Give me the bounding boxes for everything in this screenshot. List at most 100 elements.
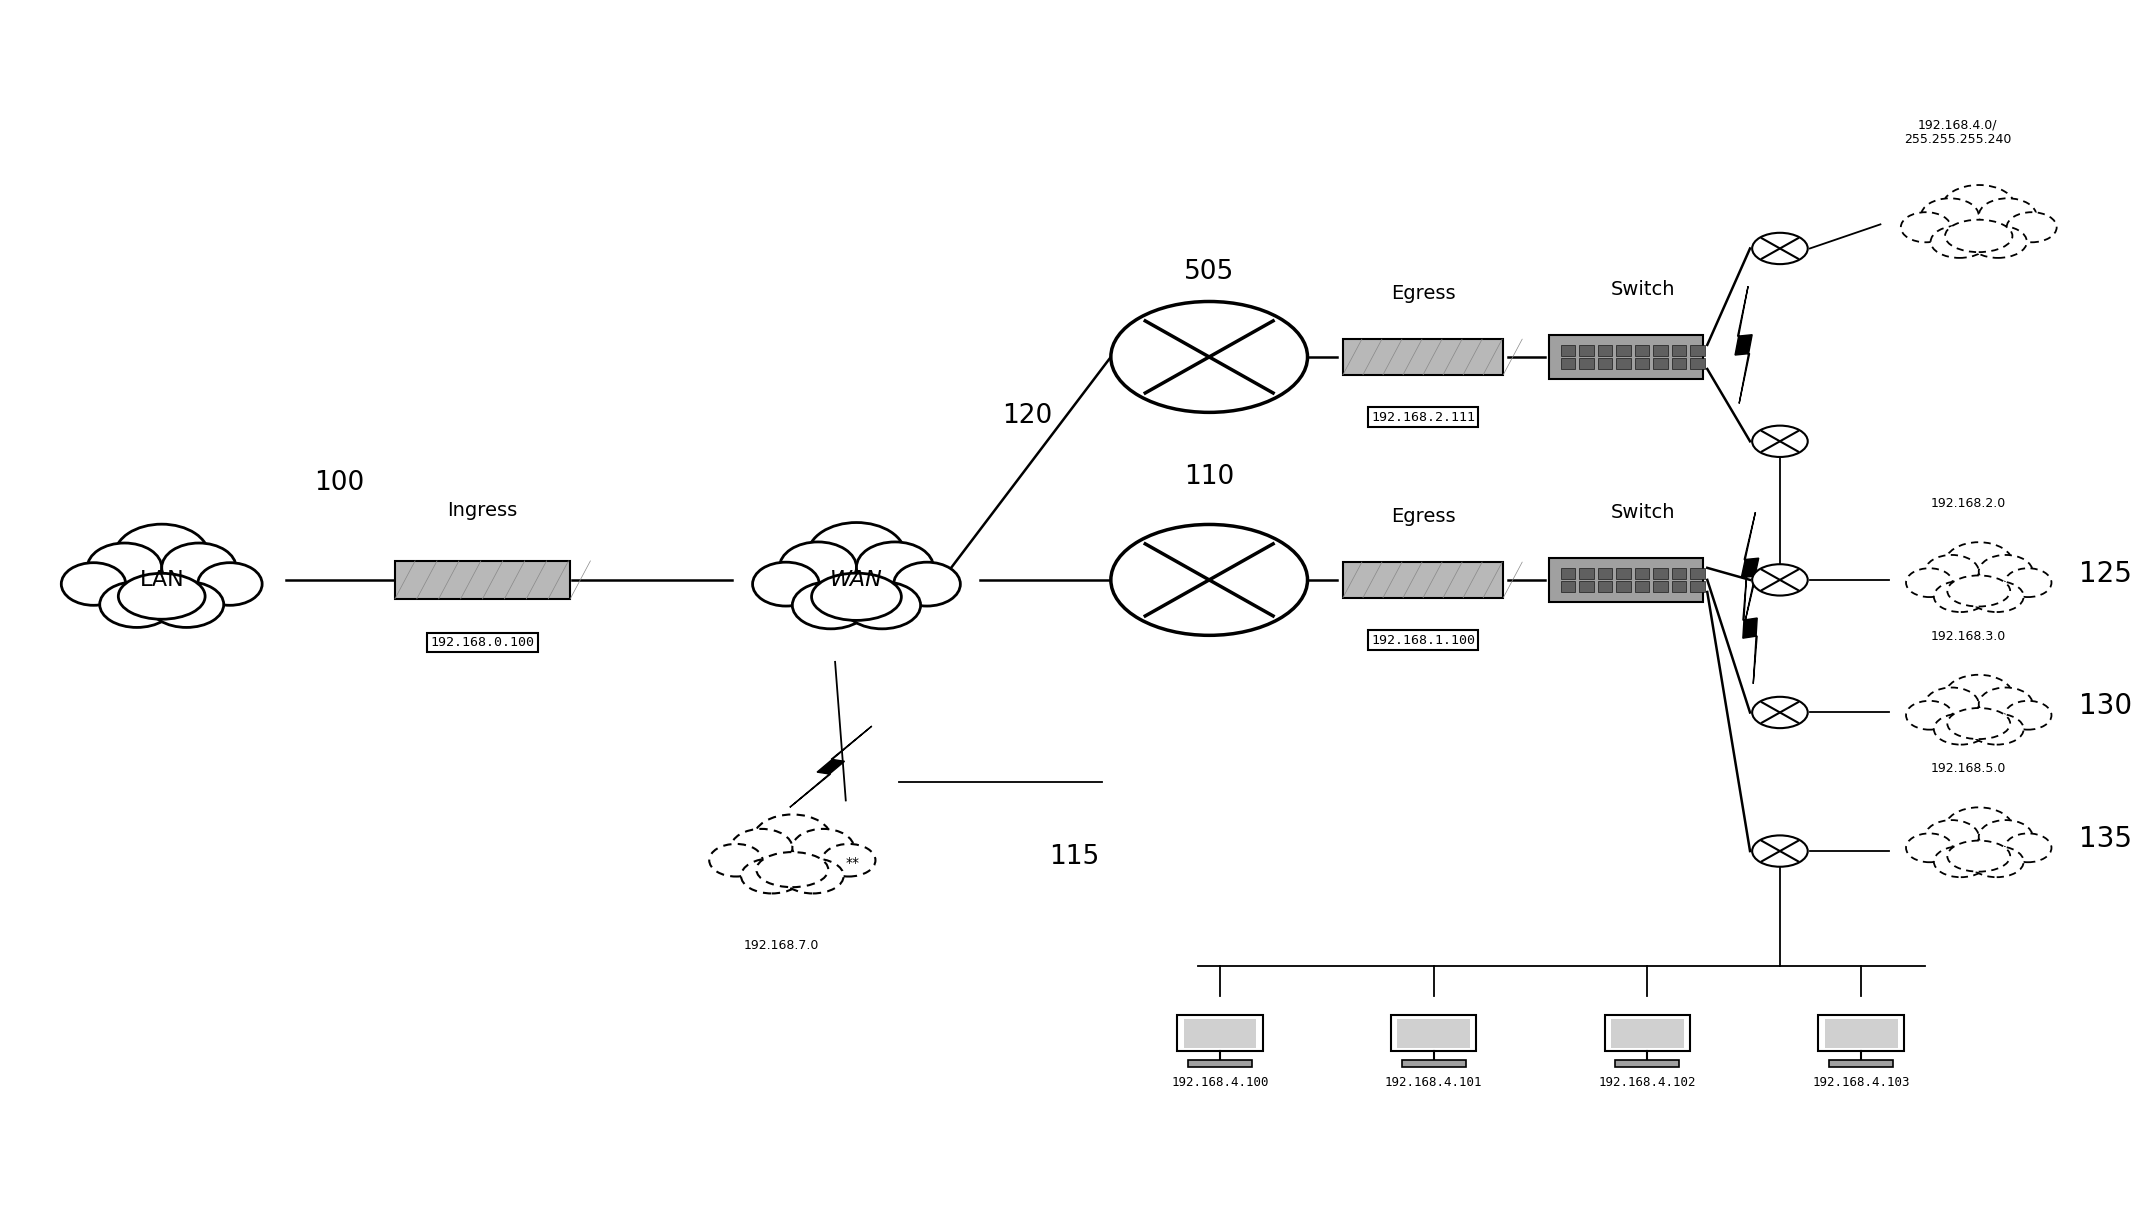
- Ellipse shape: [1945, 807, 2014, 849]
- Bar: [1690, 581, 1705, 592]
- Ellipse shape: [88, 544, 161, 592]
- Ellipse shape: [118, 574, 206, 620]
- Ellipse shape: [1943, 185, 2016, 230]
- Ellipse shape: [1945, 220, 2012, 252]
- Text: WAN: WAN: [831, 570, 882, 590]
- Ellipse shape: [754, 562, 820, 606]
- Bar: [1578, 359, 1593, 370]
- Text: 100: 100: [313, 470, 365, 495]
- Ellipse shape: [1969, 226, 2027, 259]
- Ellipse shape: [1926, 820, 1980, 853]
- FancyBboxPatch shape: [395, 561, 569, 599]
- Text: 192.168.3.0: 192.168.3.0: [1930, 629, 2005, 643]
- Text: Ingress: Ingress: [447, 500, 517, 519]
- Bar: [1617, 581, 1632, 592]
- Text: Switch: Switch: [1610, 503, 1675, 522]
- Text: 192.168.7.0: 192.168.7.0: [745, 939, 820, 952]
- Ellipse shape: [62, 563, 127, 605]
- Bar: [1825, 1018, 1898, 1047]
- Ellipse shape: [2005, 568, 2053, 597]
- Ellipse shape: [1969, 714, 2025, 744]
- Ellipse shape: [1930, 226, 1988, 259]
- Bar: [1617, 568, 1632, 579]
- Bar: [1673, 568, 1685, 579]
- Bar: [1690, 568, 1705, 579]
- Ellipse shape: [1907, 701, 1954, 730]
- Bar: [1183, 1018, 1256, 1047]
- Bar: [1653, 345, 1668, 356]
- Text: Egress: Egress: [1391, 506, 1456, 525]
- Ellipse shape: [822, 844, 876, 877]
- Ellipse shape: [1945, 542, 2014, 585]
- Ellipse shape: [2005, 834, 2053, 863]
- Ellipse shape: [1934, 846, 1988, 877]
- Circle shape: [1110, 524, 1308, 635]
- Bar: [1398, 1018, 1471, 1047]
- Text: 192.168.4.100: 192.168.4.100: [1170, 1076, 1269, 1090]
- Ellipse shape: [1945, 675, 2014, 716]
- Ellipse shape: [2005, 701, 2053, 730]
- Text: 115: 115: [1050, 844, 1099, 870]
- Ellipse shape: [1900, 213, 1952, 243]
- FancyBboxPatch shape: [1550, 558, 1703, 602]
- Bar: [1634, 581, 1649, 592]
- Ellipse shape: [1947, 575, 2010, 606]
- Bar: [1597, 345, 1612, 356]
- Circle shape: [1752, 564, 1808, 596]
- Ellipse shape: [1947, 841, 2010, 872]
- Text: **: **: [846, 856, 859, 870]
- Text: 135: 135: [2078, 825, 2132, 853]
- Ellipse shape: [1926, 687, 1980, 721]
- Text: 192.168.2.0: 192.168.2.0: [1930, 496, 2005, 510]
- Text: 192.168.4.101: 192.168.4.101: [1385, 1076, 1481, 1090]
- Ellipse shape: [1947, 708, 2010, 739]
- Ellipse shape: [1980, 554, 2033, 588]
- Text: 192.168.4.102: 192.168.4.102: [1600, 1076, 1696, 1090]
- Bar: [1673, 359, 1685, 370]
- Bar: [1578, 568, 1593, 579]
- Ellipse shape: [741, 859, 803, 894]
- Ellipse shape: [198, 563, 262, 605]
- Bar: [1690, 359, 1705, 370]
- Ellipse shape: [844, 581, 921, 629]
- Circle shape: [1110, 302, 1308, 412]
- Text: 120: 120: [1003, 403, 1052, 429]
- Circle shape: [1752, 233, 1808, 265]
- Text: 192.168.0.100: 192.168.0.100: [429, 637, 535, 649]
- FancyBboxPatch shape: [1187, 1059, 1252, 1067]
- Circle shape: [1752, 836, 1808, 866]
- Ellipse shape: [150, 581, 223, 627]
- Bar: [1561, 581, 1576, 592]
- Ellipse shape: [1934, 714, 1988, 744]
- Ellipse shape: [1969, 846, 2025, 877]
- Text: Egress: Egress: [1391, 284, 1456, 303]
- Ellipse shape: [792, 581, 870, 629]
- Bar: [1690, 345, 1705, 356]
- Ellipse shape: [756, 852, 829, 887]
- Bar: [1561, 359, 1576, 370]
- FancyBboxPatch shape: [1604, 1015, 1690, 1051]
- Ellipse shape: [709, 844, 762, 877]
- Text: 110: 110: [1183, 464, 1235, 489]
- Ellipse shape: [782, 859, 844, 894]
- Polygon shape: [1741, 512, 1758, 623]
- Bar: [1578, 581, 1593, 592]
- Text: 192.168.4.103: 192.168.4.103: [1812, 1076, 1911, 1090]
- Ellipse shape: [161, 544, 236, 592]
- Bar: [1561, 345, 1576, 356]
- Text: 192.168.5.0: 192.168.5.0: [1930, 762, 2005, 776]
- Bar: [1617, 345, 1632, 356]
- Bar: [1597, 568, 1612, 579]
- Ellipse shape: [99, 581, 174, 627]
- Polygon shape: [1743, 573, 1756, 684]
- FancyBboxPatch shape: [1342, 562, 1503, 598]
- Text: 192.168.4.0/
255.255.255.240: 192.168.4.0/ 255.255.255.240: [1904, 118, 2012, 146]
- Ellipse shape: [114, 524, 208, 586]
- Ellipse shape: [807, 523, 906, 587]
- FancyBboxPatch shape: [1402, 1059, 1466, 1067]
- Bar: [1561, 568, 1576, 579]
- Bar: [1634, 568, 1649, 579]
- Ellipse shape: [2007, 213, 2057, 243]
- Ellipse shape: [792, 829, 855, 866]
- Ellipse shape: [893, 562, 960, 606]
